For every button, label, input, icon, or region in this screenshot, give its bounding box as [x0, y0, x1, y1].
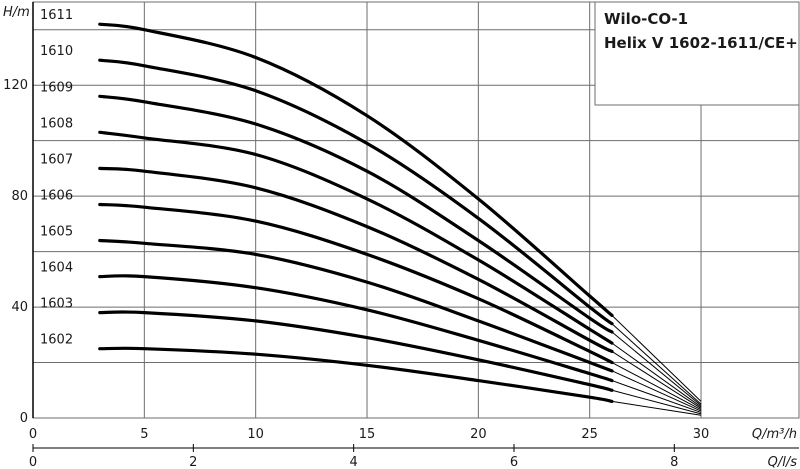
series-curve-1611 [98, 22, 614, 317]
series-curve-1605 [98, 238, 614, 373]
x2-tick-label: 4 [350, 455, 358, 469]
x2-axis-label: Q/l/s [768, 455, 798, 469]
series-label-1609: 1609 [40, 80, 73, 95]
series-label-1608: 1608 [40, 116, 73, 131]
x2-tick-label: 0 [29, 455, 37, 469]
series-label-1603: 1603 [40, 297, 73, 312]
series-curve-1604 [98, 274, 614, 383]
chart-title-line-2: Helix V 1602-1611/CE+ [604, 34, 798, 52]
y-tick-label: 120 [3, 78, 28, 93]
series-extension-1609 [611, 331, 702, 406]
series-extension-1604 [611, 380, 702, 413]
x-tick-label: 10 [247, 427, 264, 442]
series-curve-1607 [98, 166, 614, 353]
x-tick-label: 30 [693, 427, 710, 442]
series-curve-1602 [98, 346, 614, 403]
series-label-1604: 1604 [40, 261, 73, 276]
series-label-1607: 1607 [40, 152, 73, 167]
series-curve-1610 [98, 58, 614, 326]
x-tick-label: 5 [140, 427, 148, 442]
x-tick-label: 0 [29, 427, 37, 442]
series-extension-1606 [611, 362, 702, 411]
series-extension-1610 [611, 323, 702, 405]
series-curve-1603 [98, 310, 614, 392]
y-tick-label: 0 [20, 411, 28, 426]
series-extension-1611 [611, 315, 702, 402]
series-curve-1608 [98, 130, 614, 345]
y-tick-label: 80 [11, 189, 28, 204]
series-label-1610: 1610 [40, 44, 73, 59]
series-curve-1609 [98, 94, 614, 334]
grid [32, 1, 800, 419]
series-extension-1607 [611, 351, 702, 409]
x2-tick-label: 2 [189, 455, 197, 469]
series-label-1605: 1605 [40, 225, 73, 240]
series-extension-1608 [611, 342, 702, 408]
series-label-1606: 1606 [40, 188, 73, 203]
x2-tick-label: 8 [670, 455, 678, 469]
series-label-1602: 1602 [40, 333, 73, 348]
series-extension-1602 [611, 400, 702, 416]
x-tick-label: 15 [359, 427, 376, 442]
series-curve-1606 [98, 202, 614, 365]
x-tick-label: 25 [581, 427, 598, 442]
curve-labels: 1602 1603 1604 1605 1606 1607 1608 1609 1610 1611 [40, 8, 73, 347]
series-extension-1603 [611, 389, 702, 415]
title-box-frame [594, 1, 800, 106]
x2-tick-label: 6 [510, 455, 518, 469]
x-axis-label: Q/m³/h [752, 427, 797, 442]
x-tick-label: 20 [470, 427, 487, 442]
y-axis-label: H/m [3, 5, 30, 20]
series-extension-1605 [611, 370, 702, 412]
axes: 0 40 80 120 0 5 10 15 20 25 30 0 2 4 6 8 H/m Q/m³/h Q/l/s [3, 2, 799, 469]
title-box: Wilo-CO-1 Helix V 1602-1611/CE+ [594, 1, 800, 106]
series-label-1611: 1611 [40, 8, 73, 23]
y-tick-label: 40 [11, 300, 28, 315]
chart-title-line-1: Wilo-CO-1 [604, 10, 688, 28]
series-curves [98, 22, 702, 416]
